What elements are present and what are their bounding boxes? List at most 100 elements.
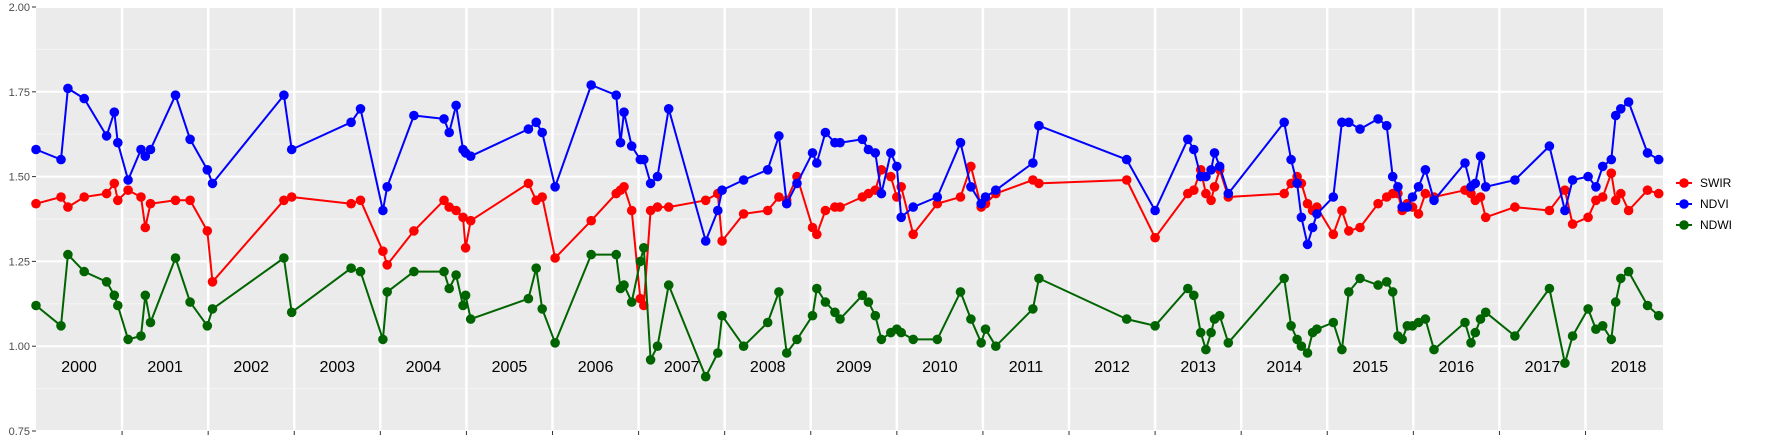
year-label: 2004 bbox=[406, 359, 442, 376]
ndwi-point bbox=[738, 341, 749, 352]
ndwi-point bbox=[908, 334, 918, 345]
swir-point bbox=[1312, 202, 1322, 212]
legend-label: SWIR bbox=[1700, 176, 1732, 190]
ndvi-point bbox=[1460, 158, 1470, 168]
ndvi-point bbox=[1387, 171, 1398, 182]
ndvi-point bbox=[1591, 182, 1601, 192]
swir-point bbox=[101, 188, 112, 199]
ndwi-point bbox=[1544, 283, 1555, 294]
series-ndwi bbox=[31, 243, 1664, 382]
ndwi-point bbox=[639, 243, 649, 253]
ndwi-point bbox=[1034, 273, 1044, 284]
swir-point bbox=[123, 185, 133, 195]
ndvi-point bbox=[774, 131, 784, 141]
swir-point bbox=[31, 198, 41, 209]
swir-point bbox=[886, 171, 896, 182]
legend-key-point bbox=[1679, 178, 1689, 188]
ndvi-point bbox=[1642, 148, 1653, 158]
ndvi-point bbox=[762, 165, 773, 175]
ndwi-point bbox=[700, 371, 711, 382]
ndwi-point bbox=[1223, 338, 1234, 348]
year-label: 2014 bbox=[1266, 359, 1302, 376]
swir-point bbox=[1623, 205, 1634, 216]
ndwi-point bbox=[550, 338, 560, 348]
swir-point bbox=[346, 198, 356, 209]
ndwi-point bbox=[458, 300, 468, 311]
year-label: 2009 bbox=[836, 359, 872, 376]
series-ndvi bbox=[31, 80, 1664, 250]
ndvi-point bbox=[207, 178, 218, 189]
ndvi-point bbox=[346, 117, 356, 128]
ndvi-point bbox=[966, 182, 976, 192]
grid-minor bbox=[36, 48, 1663, 390]
ndvi-point bbox=[1328, 192, 1339, 202]
ndwi-point bbox=[286, 307, 297, 318]
year-label: 2016 bbox=[1439, 359, 1475, 376]
ndwi-point bbox=[346, 263, 356, 274]
swir-point bbox=[109, 178, 120, 189]
swir-point bbox=[523, 178, 534, 189]
ndwi-point bbox=[1429, 344, 1439, 355]
legend-label: NDVI bbox=[1700, 197, 1729, 211]
y-tick-label: 2.00 bbox=[9, 2, 30, 14]
ndvi-point bbox=[1616, 104, 1626, 114]
ndvi-point bbox=[145, 144, 156, 155]
ndvi-point bbox=[781, 198, 792, 209]
ndvi-point bbox=[1402, 202, 1413, 212]
swir-point bbox=[955, 192, 966, 202]
year-label: 2017 bbox=[1525, 359, 1561, 376]
swir-point bbox=[378, 246, 388, 256]
ndvi-point bbox=[1653, 154, 1664, 165]
swir-point bbox=[1653, 188, 1664, 199]
ndwi-point bbox=[451, 270, 461, 280]
swir-point bbox=[355, 195, 366, 206]
ndvi-point bbox=[279, 90, 289, 100]
swir-point bbox=[63, 202, 73, 212]
year-label: 2011 bbox=[1009, 359, 1044, 376]
swir-point bbox=[1642, 185, 1653, 195]
ndvi-point bbox=[1344, 117, 1354, 128]
swir-point bbox=[1328, 229, 1339, 240]
ndvi-point bbox=[1567, 175, 1578, 185]
swir-point bbox=[835, 202, 845, 212]
ndvi-point bbox=[932, 192, 943, 202]
swir-point bbox=[1597, 192, 1608, 202]
swir-point bbox=[56, 192, 66, 202]
ndwi-point bbox=[835, 314, 845, 324]
swir-point bbox=[1279, 188, 1289, 199]
ndvi-point bbox=[523, 124, 534, 134]
ndvi-point bbox=[378, 205, 388, 216]
ndvi-point bbox=[1623, 97, 1634, 107]
swir-point bbox=[550, 253, 560, 263]
year-label: 2006 bbox=[578, 359, 614, 376]
ndwi-point bbox=[1387, 287, 1398, 297]
ndwi-point bbox=[1279, 273, 1289, 284]
ndvi-point bbox=[1475, 151, 1486, 161]
swir-point bbox=[1201, 188, 1211, 199]
ndwi-point bbox=[652, 341, 663, 352]
ndwi-point bbox=[1328, 317, 1339, 328]
year-label: 2013 bbox=[1180, 359, 1216, 376]
y-axis: 0.75 1.00 1.25 1.50 1.75 2.00 bbox=[9, 2, 36, 438]
legend-item-swir: SWIR bbox=[1676, 176, 1732, 190]
ndwi-point bbox=[140, 290, 151, 301]
swir-point bbox=[1475, 192, 1486, 202]
ndvi-point bbox=[1544, 141, 1555, 151]
ndvi-point bbox=[185, 134, 195, 145]
ndvi-point bbox=[639, 154, 649, 165]
ndvi-point bbox=[1307, 222, 1318, 233]
ndwi-point bbox=[444, 283, 455, 294]
swir-point bbox=[1189, 185, 1199, 195]
swir-point bbox=[1150, 232, 1160, 243]
y-tick-label: 1.50 bbox=[9, 172, 30, 184]
y-tick-label: 1.75 bbox=[9, 87, 30, 99]
swir-point bbox=[136, 192, 146, 202]
ndwi-point bbox=[830, 307, 840, 318]
swir-point bbox=[1373, 198, 1383, 209]
ndvi-point bbox=[991, 185, 1001, 195]
ndvi-point bbox=[31, 144, 41, 155]
y-tick-label: 1.00 bbox=[9, 341, 30, 353]
legend-item-ndvi: NDVI bbox=[1676, 197, 1729, 211]
ndvi-point bbox=[1279, 117, 1289, 128]
